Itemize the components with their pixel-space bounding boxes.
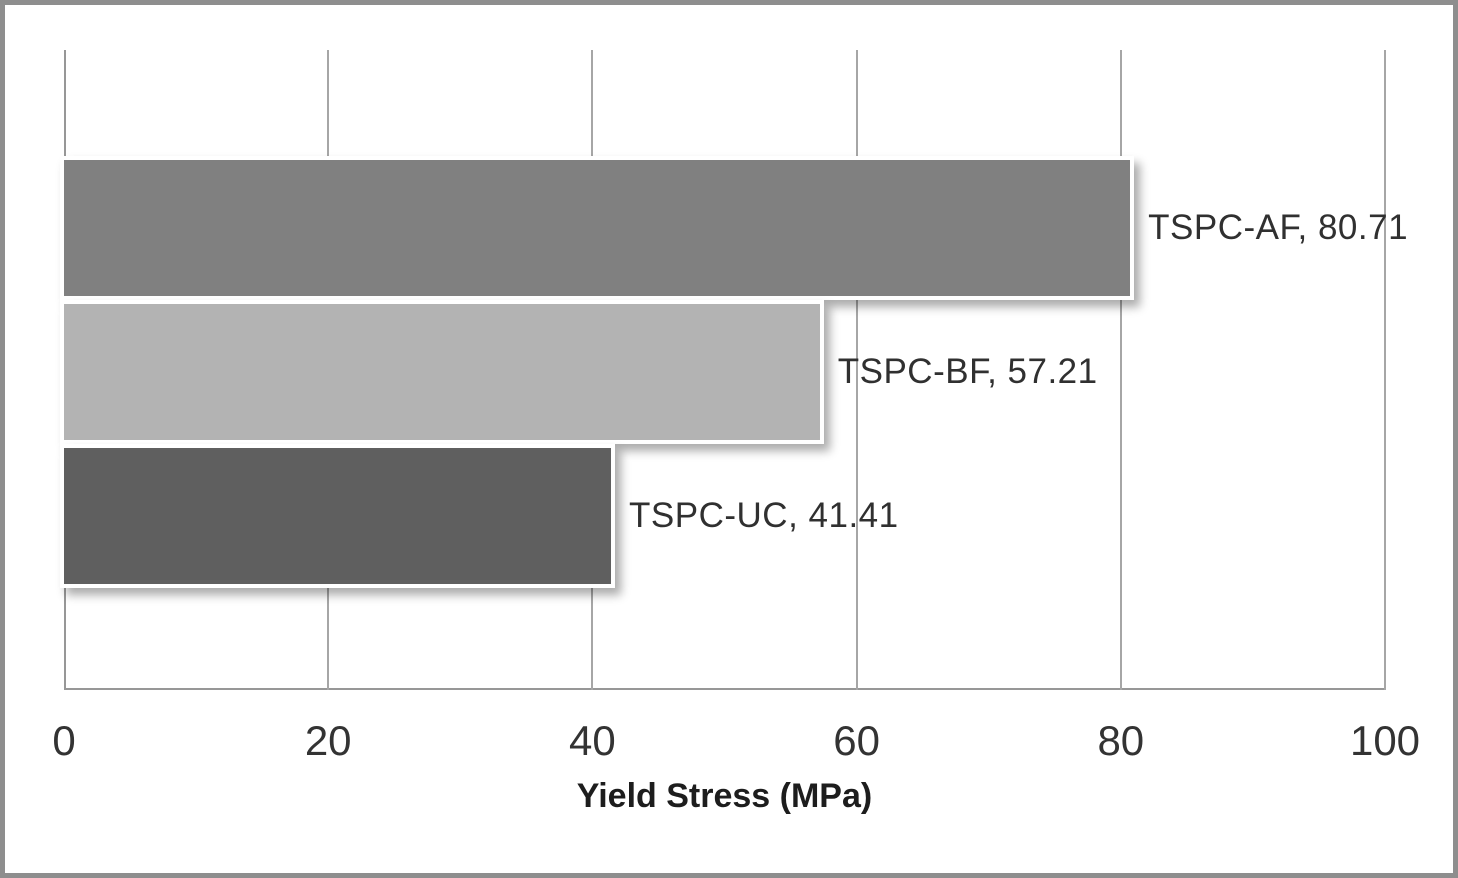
bar-tspc-uc <box>60 444 616 588</box>
gridline-x-100 <box>1384 50 1386 690</box>
x-axis-tick-label-0: 0 <box>52 717 76 764</box>
x-axis-tick-label-20: 20 <box>304 717 352 764</box>
x-axis-tick-label-40: 40 <box>569 717 616 764</box>
gridline-x-80 <box>1119 50 1122 690</box>
x-axis-tick-label-100: 100 <box>1349 717 1421 764</box>
bar-data-label-tspc-uc: TSPC-UC, 41.41 <box>629 496 899 535</box>
bar-data-label-tspc-af: TSPC-AF, 80.71 <box>1148 208 1409 247</box>
x-axis-title: Yield Stress (MPa) <box>576 777 873 815</box>
gridline-x-60 <box>855 50 858 690</box>
x-axis-tick-label-80: 80 <box>1097 717 1145 764</box>
x-axis-tick-label-60: 60 <box>833 717 880 764</box>
bar-data-label-tspc-bf: TSPC-BF, 57.21 <box>837 352 1098 391</box>
bar-tspc-bf <box>60 300 824 444</box>
bar-tspc-af <box>60 156 1135 300</box>
